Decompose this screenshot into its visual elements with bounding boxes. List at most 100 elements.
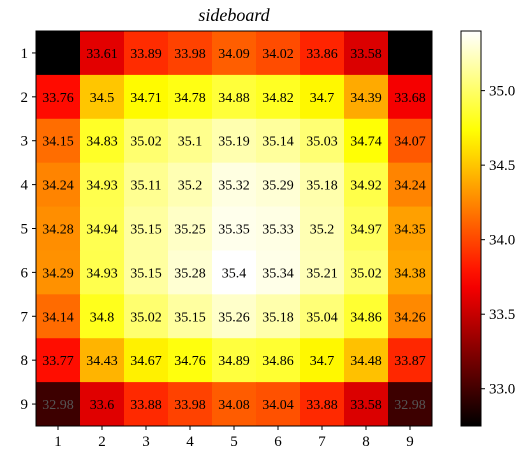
cell-value-label: 35.26	[218, 310, 250, 325]
heatmap-cell	[124, 250, 169, 295]
cell-value-label: 34.78	[174, 91, 206, 106]
cell-value-label: 34.67	[130, 354, 162, 369]
cell-value-label: 35.21	[306, 266, 338, 281]
y-tick-label: 8	[21, 353, 29, 369]
cell-value-label: 34.07	[394, 135, 426, 150]
cell-value-label: 33.87	[394, 354, 426, 369]
cell-value-label: 35.15	[174, 310, 206, 325]
cell-value-label: 33.77	[42, 354, 74, 369]
cell-value-label: 35.03	[306, 135, 338, 150]
cell-value-label: 34.24	[394, 179, 426, 194]
x-tick-label: 3	[142, 434, 150, 450]
x-tick-label: 4	[186, 434, 194, 450]
heatmap-cell	[212, 206, 257, 251]
x-tick-label: 7	[318, 434, 326, 450]
colorbar-gradient	[461, 31, 481, 426]
cell-value-label: 35.2	[310, 223, 335, 238]
heatmap-cell	[344, 294, 389, 339]
heatmap-cell	[256, 382, 301, 427]
heatmap-cell	[80, 206, 125, 251]
cell-value-label: 35.18	[306, 179, 338, 194]
x-tick-label: 6	[274, 434, 282, 450]
heatmap-cell	[168, 206, 213, 251]
cell-value-label: 34.82	[262, 91, 294, 106]
x-axis-ticks: 1 2 3 4 5 6 7 8 9	[54, 426, 414, 450]
colorbar-frame	[460, 30, 482, 427]
heatmap-cell	[388, 74, 433, 120]
cell-value-label: 34.5	[90, 91, 115, 106]
heatmap-cell	[36, 162, 81, 208]
cell-value-label: 34.74	[350, 135, 382, 150]
cell-value-label: 34.83	[86, 135, 118, 150]
heatmap-cell	[212, 382, 257, 427]
heatmap-cell	[36, 74, 81, 120]
heatmap-cell	[124, 31, 169, 76]
heatmap-cell	[256, 74, 301, 120]
cell-value-label: 34.08	[218, 398, 250, 413]
cell-value-label: 35.34	[262, 266, 294, 281]
cell-value-label: 34.26	[394, 310, 426, 325]
cell-value-label: 34.86	[350, 310, 382, 325]
cell-value-label: 34.04	[262, 398, 294, 413]
cell-value-label: 34.14	[42, 310, 74, 325]
cell-value-label: 34.7	[310, 354, 335, 369]
cell-value-label: 35.33	[262, 223, 294, 238]
x-tick-label: 9	[406, 434, 414, 450]
x-tick-label: 5	[230, 434, 238, 450]
heatmap-cell	[124, 206, 169, 251]
colorbar-tick-label: 35.0	[489, 84, 515, 100]
heatmap-cell	[388, 294, 433, 339]
heatmap-cell	[212, 338, 257, 383]
heatmap-cell	[300, 338, 345, 383]
colorbar: 33.0 33.5 34.0 34.5 35.0	[460, 30, 515, 427]
cell-value-label: 35.11	[131, 179, 162, 194]
heatmap-cell	[168, 294, 213, 339]
cell-value-label: 35.02	[130, 310, 162, 325]
cell-value-label: 34.29	[42, 266, 74, 281]
y-tick-label: 6	[21, 265, 29, 281]
colorbar-tick-label: 33.0	[489, 382, 515, 398]
heatmap-cell	[212, 162, 257, 208]
cell-value-label: 35.19	[218, 135, 250, 150]
heatmap-cell	[168, 250, 213, 295]
cell-value-label: 35.04	[306, 310, 338, 325]
cell-value-label: 34.92	[350, 179, 382, 194]
heatmap-cell	[300, 74, 345, 120]
heatmap-cell	[300, 118, 345, 164]
heatmap-cell	[80, 31, 125, 76]
cell-value-label: 35.02	[350, 266, 382, 281]
heatmap-cell	[300, 31, 345, 76]
heatmap-cell	[256, 250, 301, 295]
heatmap-cell	[168, 74, 213, 120]
heatmap-cell	[124, 118, 169, 164]
heatmap-cell	[256, 294, 301, 339]
cell-value-label: 35.02	[130, 135, 162, 150]
cell-value-label: 33.76	[42, 91, 74, 106]
y-tick-label: 5	[21, 222, 29, 238]
heatmap-cell	[300, 206, 345, 251]
cell-value-label: 34.93	[86, 266, 118, 281]
heatmap-cell	[388, 382, 433, 427]
heatmap-cell	[344, 162, 389, 208]
heatmap-cell	[344, 118, 389, 164]
cell-value-label: 34.39	[350, 91, 382, 106]
cell-value-label: 34.88	[218, 91, 250, 106]
heatmap-cell	[300, 382, 345, 427]
cell-value-label: 33.98	[174, 398, 206, 413]
heatmap-cell	[388, 118, 433, 164]
heatmap-cell	[256, 338, 301, 383]
cell-value-label: 35.4	[222, 266, 247, 281]
cell-value-label: 34.38	[394, 266, 426, 281]
heatmap-cell	[344, 382, 389, 427]
heatmap-cell	[212, 118, 257, 164]
heatmap-cell	[212, 294, 257, 339]
heatmap-cell	[168, 382, 213, 427]
heatmap-cell	[388, 31, 433, 76]
heatmap-cell	[36, 294, 81, 339]
heatmap-cell	[80, 382, 125, 427]
cell-value-label: 35.32	[218, 179, 250, 194]
heatmap-cell	[344, 338, 389, 383]
cell-value-label: 35.35	[218, 223, 250, 238]
plot-frame	[35, 30, 433, 427]
cell-value-label: 34.24	[42, 179, 74, 194]
